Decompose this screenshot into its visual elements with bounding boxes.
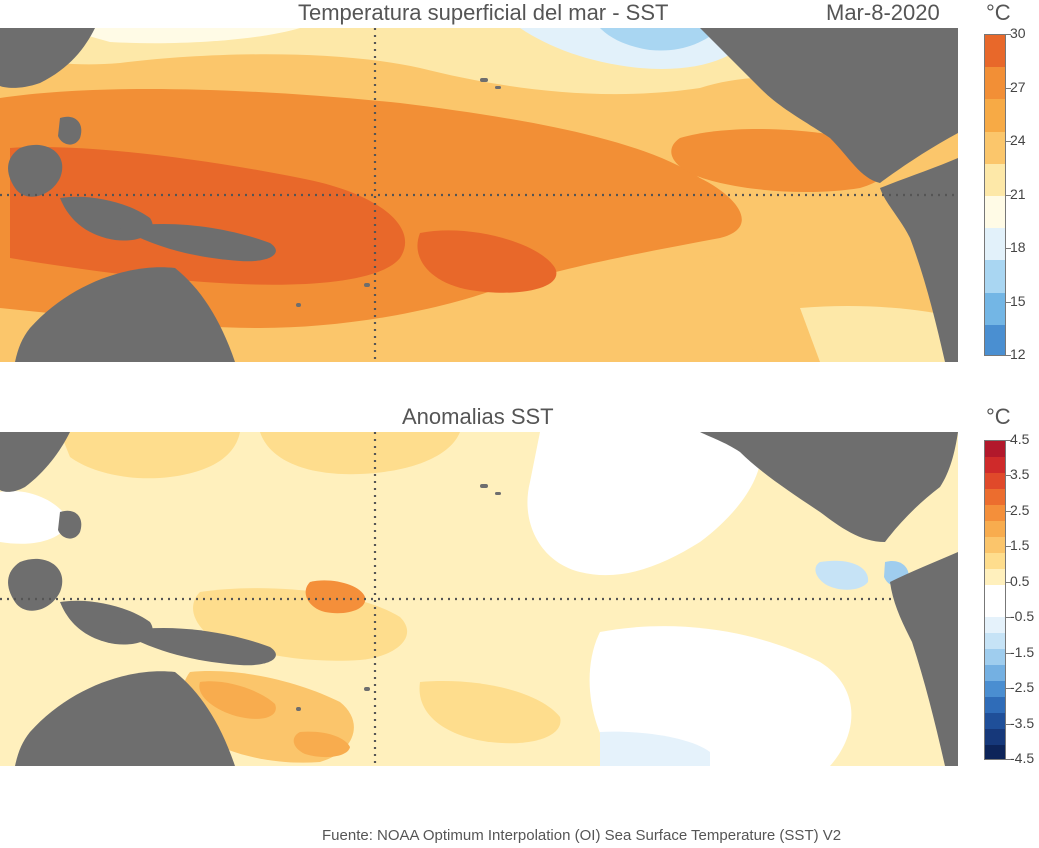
sst-map [0, 28, 958, 362]
sst-unit-label: °C [986, 0, 1011, 25]
colorbar-segment [985, 537, 1005, 553]
colorbar-tick-label: -0.5 [1010, 608, 1035, 625]
colorbar-segment [985, 649, 1005, 665]
colorbar-tick-label: 4.5 [1010, 431, 1030, 447]
anomaly-map [0, 432, 958, 766]
colorbar-segment [985, 617, 1005, 633]
anomaly-map-title: Anomalias SST [402, 404, 554, 429]
sst-map-date: Mar-8-2020 [826, 0, 940, 25]
colorbar-tick-mark [1006, 652, 1011, 654]
colorbar-segment [985, 473, 1005, 489]
sst-colorbar [984, 34, 1006, 356]
colorbar-tick-label: 21 [1010, 185, 1026, 202]
colorbar-segment [985, 585, 1005, 601]
anomaly-unit-label: °C [986, 404, 1011, 429]
colorbar-segment [985, 35, 1005, 68]
colorbar-tick-label: 15 [1010, 292, 1026, 309]
colorbar-segment [985, 729, 1005, 745]
colorbar-segment [985, 292, 1005, 325]
colorbar-segment [985, 553, 1005, 569]
colorbar-segment [985, 745, 1005, 759]
colorbar-tick-mark [1006, 723, 1011, 725]
colorbar-tick-label: 30 [1010, 25, 1026, 41]
colorbar-tick-label: 18 [1010, 239, 1026, 255]
colorbar-segment [985, 681, 1005, 697]
colorbar-segment [985, 67, 1005, 100]
colorbar-tick-label: 27 [1010, 78, 1026, 95]
colorbar-tick-mark [1006, 87, 1011, 89]
colorbar-tick-mark [1006, 688, 1011, 690]
anomaly-colorbar [984, 440, 1006, 760]
colorbar-tick-label: 12 [1010, 346, 1026, 362]
colorbar-tick-label: 0.5 [1010, 572, 1030, 589]
colorbar-tick-label: 1.5 [1010, 537, 1030, 554]
colorbar-segment [985, 441, 1005, 457]
colorbar-segment [985, 489, 1005, 505]
colorbar-segment [985, 569, 1005, 585]
colorbar-segment [985, 505, 1005, 521]
sst-map-title: Temperatura superficial del mar - SST [298, 0, 669, 25]
colorbar-segment [985, 665, 1005, 681]
colorbar-tick-label: -4.5 [1010, 750, 1035, 766]
colorbar-segment [985, 601, 1005, 617]
colorbar-tick-mark [1006, 440, 1011, 441]
colorbar-segment [985, 521, 1005, 537]
colorbar-tick-mark [1006, 617, 1011, 619]
colorbar-tick-mark [1006, 194, 1011, 196]
colorbar-segment [985, 260, 1005, 293]
colorbar-tick-mark [1006, 34, 1011, 35]
colorbar-tick-label: -3.5 [1010, 714, 1035, 731]
colorbar-segment [985, 697, 1005, 713]
colorbar-tick-mark [1006, 301, 1011, 303]
colorbar-segment [985, 131, 1005, 164]
colorbar-tick-label: 24 [1010, 132, 1026, 148]
colorbar-tick-mark [1006, 546, 1011, 548]
colorbar-tick-mark [1006, 759, 1011, 760]
colorbar-tick-mark [1006, 581, 1011, 583]
colorbar-tick-mark [1006, 248, 1011, 249]
colorbar-tick-mark [1006, 475, 1011, 477]
colorbar-segment [985, 195, 1005, 229]
colorbar-tick-label: 3.5 [1010, 466, 1030, 483]
colorbar-segment [985, 324, 1005, 355]
colorbar-segment [985, 228, 1005, 261]
colorbar-tick-mark [1006, 355, 1011, 356]
colorbar-segment [985, 457, 1005, 473]
colorbar-segment [985, 633, 1005, 649]
colorbar-segment [985, 163, 1005, 196]
colorbar-tick-label: -1.5 [1010, 643, 1035, 660]
colorbar-tick-mark [1006, 510, 1011, 512]
colorbar-tick-label: -2.5 [1010, 679, 1035, 696]
colorbar-tick-label: 2.5 [1010, 501, 1030, 518]
colorbar-segment [985, 713, 1005, 729]
data-source: Fuente: NOAA Optimum Interpolation (OI) … [322, 827, 842, 844]
colorbar-segment [985, 99, 1005, 132]
colorbar-tick-mark [1006, 141, 1011, 142]
